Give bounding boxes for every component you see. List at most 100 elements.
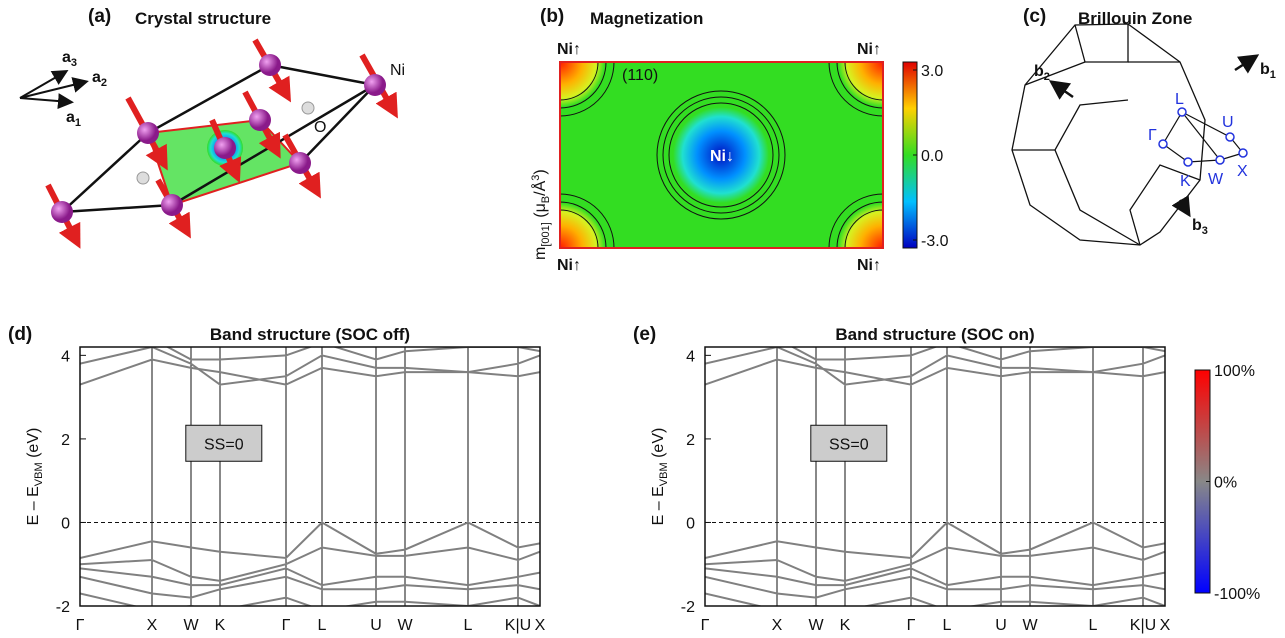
panel-title: Band structure (SOC off) — [210, 325, 410, 344]
x-tick-label: K|U — [1130, 617, 1156, 634]
x-tick-label: Γ — [76, 617, 85, 634]
atom-label: O — [314, 119, 326, 136]
colorbar-label: 0% — [1214, 475, 1237, 492]
x-tick-label: W — [1022, 617, 1038, 634]
vector-label: b3 — [1192, 217, 1208, 237]
x-tick-label: W — [808, 617, 824, 634]
point-label: K — [1180, 173, 1191, 190]
panel-title: Band structure (SOC on) — [835, 325, 1034, 344]
x-tick-label: X — [1160, 617, 1171, 634]
atom-label: Ni — [390, 62, 405, 79]
x-tick-label: Γ — [282, 617, 291, 634]
band — [165, 347, 540, 361]
band — [705, 592, 1165, 606]
y-tick-label: 4 — [686, 348, 695, 365]
corner-label: Ni↑ — [857, 257, 881, 274]
plane-label: (110) — [622, 67, 658, 84]
vector-label: b1 — [1260, 61, 1276, 81]
colorbar-label: -3.0 — [921, 233, 949, 250]
x-tick-label: L — [1089, 617, 1098, 634]
band — [80, 567, 540, 587]
band — [705, 567, 1165, 587]
band — [705, 347, 1165, 386]
colorbar-label: -100% — [1214, 586, 1260, 603]
x-tick-label: X — [772, 617, 783, 634]
axes-frame — [704, 346, 1166, 607]
x-tick-label: Γ — [907, 617, 916, 634]
bands — [80, 347, 540, 606]
band — [80, 592, 540, 606]
note-box — [810, 424, 888, 462]
panel-label: (d) — [8, 324, 32, 345]
x-tick-label: X — [535, 617, 546, 634]
x-tick-label: K|U — [505, 617, 531, 634]
y-axis-label: E – EVBM (eV) — [25, 428, 45, 526]
point-label: Γ — [1148, 127, 1157, 144]
corner-label: Ni↑ — [557, 41, 581, 58]
band — [80, 521, 540, 560]
vector-label: a2 — [92, 69, 107, 89]
x-tick-label: L — [464, 617, 473, 634]
vector-label: b2 — [1034, 63, 1050, 83]
band — [790, 347, 1165, 361]
magnetization-map — [560, 62, 883, 248]
note: SS=0 — [829, 436, 869, 453]
vector-label: a3 — [62, 49, 77, 69]
y-axis-label: m[001] (μB/Å3) — [530, 169, 552, 260]
point-label: W — [1208, 171, 1224, 188]
panel-label: (a) — [88, 6, 111, 27]
x-tick-label: W — [397, 617, 413, 634]
band — [705, 575, 1165, 599]
band — [705, 354, 1165, 386]
x-tick-label: K — [840, 617, 851, 634]
brillouin-zone — [1011, 23, 1206, 246]
bz-points — [1158, 107, 1248, 167]
x-tick-label: L — [318, 617, 327, 634]
corner-label: Ni↑ — [857, 41, 881, 58]
band — [80, 354, 540, 386]
x-tick-label: X — [147, 617, 158, 634]
colorbar-label: 0.0 — [921, 148, 943, 165]
x-tick-label: U — [370, 617, 382, 634]
colorbar-label: 3.0 — [921, 63, 943, 80]
x-tick-label: W — [183, 617, 199, 634]
x-tick-label: L — [943, 617, 952, 634]
band — [80, 546, 540, 582]
y-tick-label: 0 — [61, 515, 70, 532]
point-label: X — [1237, 163, 1248, 180]
point-label: U — [1222, 114, 1234, 131]
reciprocal-vectors — [1048, 54, 1260, 218]
note: SS=0 — [204, 436, 244, 453]
band — [80, 347, 540, 386]
vector-label: a1 — [66, 109, 81, 129]
axes-frame — [79, 346, 541, 607]
y-axis-label: E – EVBM (eV) — [650, 428, 670, 526]
lattice-vectors — [19, 69, 89, 110]
y-tick-label: 0 — [686, 515, 695, 532]
panel-title: Magnetization — [590, 9, 703, 28]
x-tick-label: K — [215, 617, 226, 634]
band — [705, 521, 1165, 560]
y-tick-label: 2 — [61, 432, 70, 449]
panel-label: (b) — [540, 6, 564, 27]
y-tick-label: -2 — [56, 599, 70, 616]
point-label: L — [1175, 91, 1184, 108]
bands — [705, 347, 1165, 606]
x-tick-label: U — [995, 617, 1007, 634]
colorbar-label: 100% — [1214, 363, 1255, 380]
panel-title: Crystal structure — [135, 9, 271, 28]
x-tick-label: Γ — [701, 617, 710, 634]
crystal — [45, 38, 398, 249]
y-tick-label: -2 — [681, 599, 695, 616]
note-box — [185, 424, 263, 462]
map-frame — [559, 61, 884, 249]
band — [80, 575, 540, 599]
panel-title: Brillouin Zone — [1078, 9, 1192, 28]
center-label: Ni↓ — [710, 148, 734, 165]
panel-label: (c) — [1023, 6, 1046, 27]
band — [705, 546, 1165, 582]
corner-label: Ni↑ — [557, 257, 581, 274]
y-tick-label: 4 — [61, 348, 70, 365]
